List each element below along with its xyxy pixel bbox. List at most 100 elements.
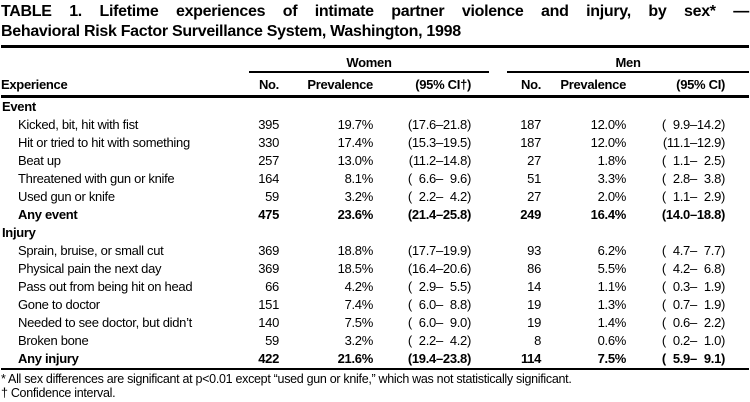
column-gap <box>489 72 508 98</box>
table-title: TABLE 1. Lifetime experiences of intimat… <box>1 2 749 48</box>
table-row: Kicked, bit, hit with fist 395 19.7% (17.6–… <box>1 116 749 134</box>
women-no-cell: 330 <box>258 135 279 150</box>
table-row: Physical pain the next day 369 18.5% (16.4–… <box>1 260 749 278</box>
gap-cell <box>489 332 507 350</box>
table-row: Threatened with gun or knife 164 8.1% ( 6.6… <box>1 170 749 188</box>
experience-cell: Any injury <box>18 351 79 366</box>
women-ci-cell: ( 2.9– 5.5) <box>407 279 472 294</box>
table-row: Hit or tried to hit with something 330 17.… <box>1 134 749 152</box>
women-ci-cell: (17.7–19.9) <box>407 243 472 258</box>
men-no-cell: 249 <box>520 207 542 222</box>
table-title-line2: Behavioral Risk Factor Surveillance Syst… <box>1 23 461 40</box>
table-title-line1: TABLE 1. Lifetime experiences of intimat… <box>1 3 749 20</box>
experience-cell: Hit or tried to hit with something <box>18 135 190 150</box>
men-no-cell: 19 <box>527 297 542 312</box>
experience-cell: Beat up <box>18 153 61 168</box>
table-row: Pass out from being hit on head 66 4.2% ( 2… <box>1 278 749 296</box>
column-header-row: Experience No. Prevalence (95% CI†) No. … <box>1 72 750 98</box>
ipv-prevalence-table: Women Men Experience No. Prevalence (95%… <box>1 48 750 370</box>
men-no-cell: 27 <box>527 153 542 168</box>
gap-cell <box>489 296 507 314</box>
gap-cell <box>489 278 507 296</box>
women-prevalence-header: Prevalence <box>295 72 383 98</box>
men-ci-cell: ( 9.9–14.2) <box>661 117 726 132</box>
women-prevalence-cell: 17.4% <box>337 135 374 150</box>
section-label: Event <box>2 99 36 114</box>
women-ci-cell: ( 6.0– 8.8) <box>407 297 472 312</box>
group-gap <box>489 48 507 72</box>
women-ci-cell: (19.4–23.8) <box>407 351 472 366</box>
table-row: Any event 475 23.6% (21.4–25.8) 249 16.4% (14.… <box>1 206 749 224</box>
men-ci-cell: ( 0.7– 1.9) <box>661 297 726 312</box>
gap-cell <box>489 188 507 206</box>
women-ci-cell: (16.4–20.6) <box>407 261 472 276</box>
men-prevalence-cell: 7.5% <box>597 351 627 366</box>
men-no-cell: 187 <box>520 117 542 132</box>
women-no-cell: 140 <box>258 315 279 330</box>
table-row: Broken bone 59 3.2% ( 2.2– 4.2) 8 0.6% ( 0.2– … <box>1 332 749 350</box>
men-prevalence-cell: 6.2% <box>597 243 627 258</box>
women-prevalence-cell: 4.2% <box>344 279 374 294</box>
women-prevalence-cell: 8.1% <box>344 171 374 186</box>
men-no-header: No. <box>507 72 554 98</box>
men-ci-cell: (11.1–12.9) <box>662 135 726 150</box>
women-prevalence-cell: 19.7% <box>337 117 374 132</box>
gap-cell <box>489 152 507 170</box>
women-no-cell: 422 <box>258 351 279 366</box>
men-prevalence-header: Prevalence <box>553 72 642 98</box>
men-ci-header: (95% CI) <box>641 72 750 98</box>
experience-cell: Broken bone <box>18 333 89 348</box>
experience-column-header: Experience <box>1 72 249 98</box>
women-no-cell: 257 <box>258 153 279 168</box>
gap-cell <box>489 350 507 369</box>
men-prevalence-cell: 3.3% <box>597 171 627 186</box>
gap-cell <box>489 134 507 152</box>
women-no-cell: 369 <box>258 243 279 258</box>
women-no-cell: 369 <box>258 261 279 276</box>
experience-cell: Any event <box>18 207 78 222</box>
men-ci-cell: ( 0.2– 1.0) <box>661 333 726 348</box>
men-no-cell: 86 <box>527 261 542 276</box>
women-prevalence-cell: 13.0% <box>337 153 374 168</box>
men-prevalence-cell: 1.1% <box>597 279 627 294</box>
women-no-cell: 395 <box>258 117 279 132</box>
women-prevalence-cell: 7.4% <box>344 297 374 312</box>
experience-cell: Kicked, bit, hit with fist <box>18 117 139 132</box>
table-body: Event Kicked, bit, hit with fist 395 19.7% (… <box>1 97 749 370</box>
women-ci-cell: (17.6–21.8) <box>407 117 472 132</box>
men-ci-cell: ( 1.1– 2.9) <box>661 189 726 204</box>
women-prevalence-cell: 21.6% <box>337 351 374 366</box>
women-ci-cell: (21.4–25.8) <box>407 207 472 222</box>
men-ci-cell: (14.0–18.8) <box>661 207 726 222</box>
men-ci-cell: ( 1.1– 2.5) <box>661 153 726 168</box>
women-prevalence-cell: 23.6% <box>337 207 374 222</box>
women-no-cell: 66 <box>265 279 279 294</box>
experience-cell: Sprain, bruise, or small cut <box>18 243 164 258</box>
women-ci-header: (95% CI†) <box>383 72 490 98</box>
section-row: Event <box>1 97 749 117</box>
experience-cell: Physical pain the next day <box>18 261 162 276</box>
men-no-cell: 51 <box>527 171 542 186</box>
men-prevalence-cell: 12.0% <box>590 135 627 150</box>
men-no-cell: 93 <box>527 243 542 258</box>
experience-cell: Pass out from being hit on head <box>18 279 193 294</box>
table-row: Gone to doctor 151 7.4% ( 6.0– 8.8) 19 1.3% ( … <box>1 296 749 314</box>
group-header-row: Women Men <box>1 48 750 73</box>
table-row: Used gun or knife 59 3.2% ( 2.2– 4.2) 27 2.0%… <box>1 188 749 206</box>
table-row: Sprain, bruise, or small cut 369 18.8% (17.… <box>1 242 749 260</box>
women-no-cell: 164 <box>258 171 279 186</box>
women-prevalence-cell: 18.5% <box>337 261 374 276</box>
section-label: Injury <box>2 225 36 240</box>
women-ci-cell: ( 2.2– 4.2) <box>407 333 472 348</box>
gap-cell <box>489 260 507 278</box>
women-ci-cell: ( 6.6– 9.6) <box>407 171 472 186</box>
men-prevalence-cell: 1.8% <box>597 153 627 168</box>
women-group-header: Women <box>249 48 490 73</box>
men-prevalence-cell: 1.3% <box>597 297 627 312</box>
footnote-significance: * All sex differences are significant at… <box>1 372 572 386</box>
men-prevalence-cell: 12.0% <box>590 117 627 132</box>
gap-cell <box>489 314 507 332</box>
men-group-header: Men <box>507 48 750 73</box>
section-row: Injury <box>1 224 749 242</box>
